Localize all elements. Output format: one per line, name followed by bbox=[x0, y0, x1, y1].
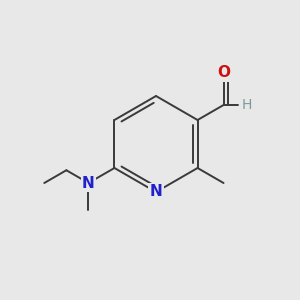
Text: H: H bbox=[242, 98, 252, 112]
Text: N: N bbox=[82, 176, 95, 190]
Text: N: N bbox=[150, 184, 162, 200]
Text: O: O bbox=[217, 65, 230, 80]
